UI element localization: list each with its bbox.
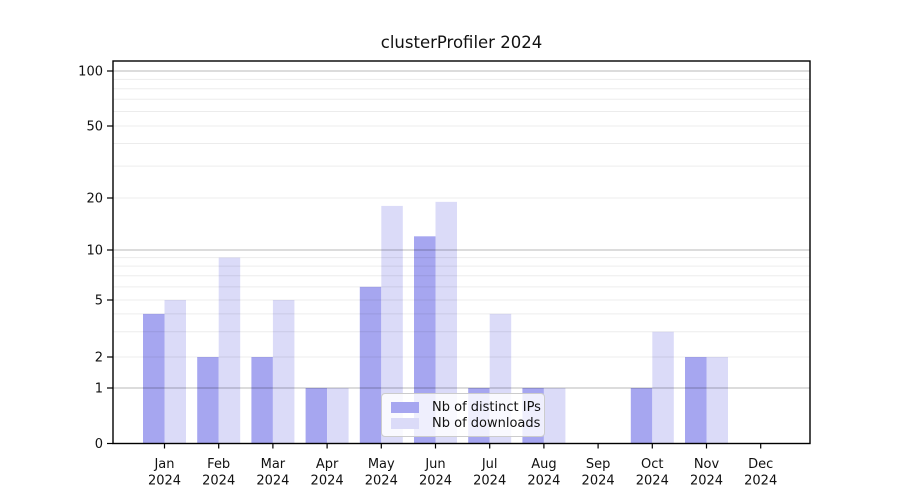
x-tick-label-month: Jan [153, 457, 174, 472]
legend-swatch-distinct-ips [391, 401, 419, 413]
x-tick-label-year: 2024 [527, 474, 560, 489]
x-tick-label-month: Feb [207, 457, 230, 472]
x-tick-label-year: 2024 [582, 474, 615, 489]
bar-downloads-4 [381, 205, 403, 444]
x-tick-label-year: 2024 [744, 474, 777, 489]
bar-distinct-ips-3 [305, 388, 328, 444]
x-tick-label-month: Dec [748, 457, 773, 472]
bar-distinct-ips-10 [685, 357, 707, 444]
x-tick-label-month: Nov [694, 457, 720, 472]
bar-downloads-7 [543, 388, 566, 444]
x-tick-label-year: 2024 [311, 474, 344, 489]
axes-frame [112, 60, 811, 445]
bar-downloads-0 [164, 300, 186, 444]
legend-label-downloads: Nb of downloads [432, 415, 541, 431]
y-tick-label: 50 [86, 120, 103, 135]
bar-distinct-ips-4 [359, 286, 382, 444]
bar-distinct-ips-2 [251, 357, 273, 444]
x-tick-label-month: Aug [531, 457, 556, 472]
x-tick-label-month: Jun [424, 457, 445, 472]
legend-label-distinct-ips: Nb of distinct IPs [432, 399, 541, 415]
bar-distinct-ips-0 [143, 313, 165, 444]
y-tick-label: 2 [95, 351, 103, 366]
x-tick-label-month: May [368, 457, 395, 472]
bar-distinct-ips-5 [414, 236, 436, 444]
x-tick-label-year: 2024 [690, 474, 723, 489]
y-tick-label: 20 [86, 192, 103, 207]
bar-downloads-10 [706, 357, 728, 444]
legend-swatch-downloads [391, 417, 419, 429]
bar-distinct-ips-9 [630, 388, 653, 444]
x-tick-label-month: Sep [586, 457, 611, 472]
x-tick-label-month: Mar [261, 457, 286, 472]
x-tick-label-month: Jul [481, 457, 498, 472]
bar-downloads-5 [435, 201, 457, 444]
bar-downloads-2 [272, 300, 295, 444]
bar-downloads-9 [652, 331, 674, 444]
x-tick-label-year: 2024 [202, 474, 235, 489]
x-tick-label-year: 2024 [636, 474, 669, 489]
x-tick-label-month: Oct [641, 457, 663, 472]
x-tick-label-year: 2024 [419, 474, 452, 489]
y-tick-label: 5 [95, 294, 103, 309]
x-tick-label-year: 2024 [365, 474, 398, 489]
x-tick-label-year: 2024 [148, 474, 181, 489]
bar-distinct-ips-1 [197, 357, 219, 444]
legend: Nb of distinct IPs Nb of downloads [381, 393, 545, 437]
x-tick-label-year: 2024 [473, 474, 506, 489]
bar-downloads-3 [327, 388, 349, 444]
x-tick-label-year: 2024 [256, 474, 289, 489]
y-tick-label: 0 [95, 437, 103, 452]
bar-downloads-1 [218, 257, 241, 444]
chart-title: clusterProfiler 2024 [380, 33, 543, 52]
legend-item-downloads: Nb of downloads [391, 416, 540, 431]
y-tick-label: 10 [86, 244, 103, 259]
y-tick-label: 100 [78, 65, 103, 80]
legend-item-distinct-ips: Nb of distinct IPs [391, 400, 541, 415]
x-tick-label-month: Apr [316, 457, 339, 472]
y-tick-label: 1 [95, 382, 103, 397]
